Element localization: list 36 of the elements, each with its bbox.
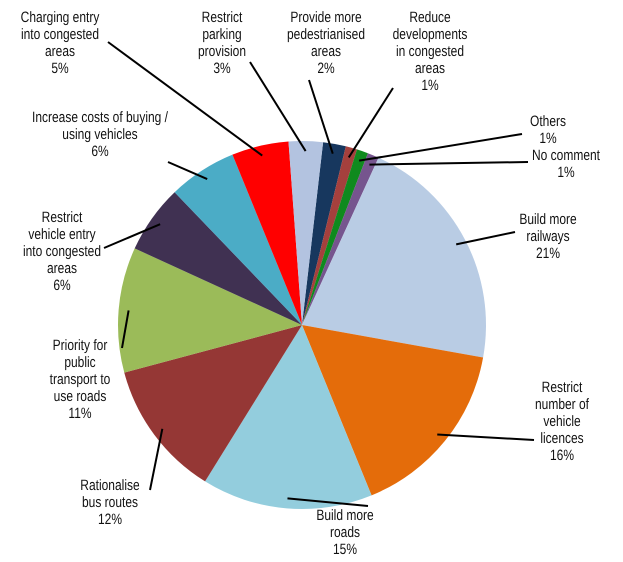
slice-label: Build more roads bbox=[316, 506, 374, 540]
slice-label: Priority for public transport to use roads bbox=[50, 336, 110, 404]
slice-label: Rationalise bus routes bbox=[80, 476, 140, 510]
pie-slice bbox=[302, 149, 368, 325]
pie-slice bbox=[205, 325, 372, 509]
pie-slice bbox=[302, 142, 346, 325]
data-label: 3% bbox=[213, 60, 231, 76]
pie-slice bbox=[302, 325, 484, 496]
data-label: 5% bbox=[51, 60, 69, 76]
data-label: 1% bbox=[539, 130, 557, 146]
data-label: 16% bbox=[550, 446, 574, 464]
slice-label: Restrict parking provision bbox=[198, 8, 246, 60]
data-label: 6% bbox=[91, 142, 109, 160]
slice-label: Increase costs of buying / using vehicles bbox=[32, 108, 168, 142]
data-label: 1% bbox=[557, 164, 575, 180]
data-label: 21% bbox=[536, 244, 560, 262]
pie-slice bbox=[302, 153, 379, 325]
slice-label: Charging entry into congested areas bbox=[20, 8, 100, 60]
slice-label: Provide more pedestrianised areas bbox=[286, 8, 366, 60]
data-label: 6% bbox=[53, 276, 71, 294]
slice-label: Restrict vehicle entry into congested areas bbox=[22, 208, 102, 276]
data-label: 1% bbox=[421, 76, 439, 94]
slice-label: No comment bbox=[532, 146, 600, 164]
slice-label: Restrict number of vehicle licences bbox=[534, 378, 590, 446]
data-label: 15% bbox=[332, 540, 358, 558]
data-label: 12% bbox=[98, 510, 122, 528]
pie-slice bbox=[134, 192, 302, 325]
data-label: 11% bbox=[68, 404, 92, 422]
pie-slice bbox=[174, 154, 302, 325]
data-label: 2% bbox=[317, 60, 335, 76]
slice-label: Reduce developments in congested areas bbox=[392, 8, 468, 76]
pie-slice bbox=[118, 248, 302, 373]
slice-label: Build more railways bbox=[519, 210, 577, 244]
pie-slice bbox=[302, 146, 357, 325]
pie-slice bbox=[232, 141, 302, 325]
slice-label: Others bbox=[530, 112, 566, 130]
